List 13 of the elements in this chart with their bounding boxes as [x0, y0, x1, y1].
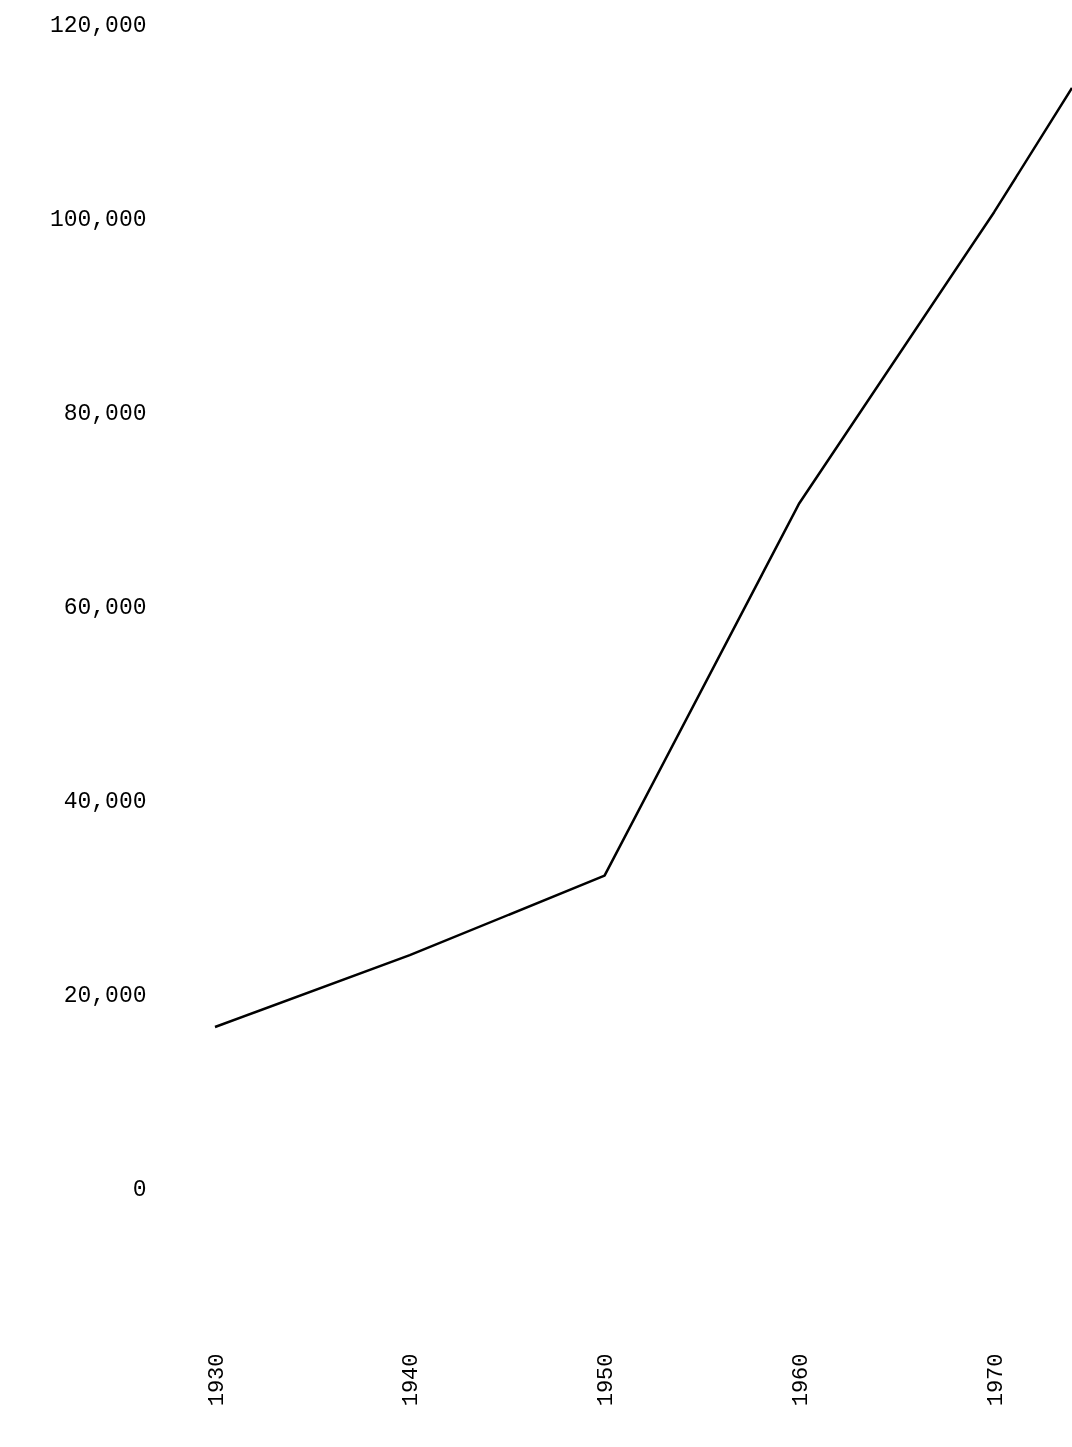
- y-tick-label: 100,000: [49, 206, 147, 233]
- x-tick-label: 1940: [399, 1353, 425, 1407]
- y-tick-label: 20,000: [63, 982, 147, 1009]
- y-tick-label: 80,000: [63, 400, 147, 427]
- y-tick-label: 60,000: [63, 594, 147, 621]
- x-tick-label: 1960: [788, 1353, 814, 1407]
- y-tick-label: 40,000: [63, 788, 147, 815]
- x-tick-label: 1930: [204, 1353, 230, 1407]
- line-series: [213, 86, 1072, 1029]
- x-tick-label: 1950: [594, 1353, 620, 1407]
- x-tick-label: 1970: [983, 1353, 1009, 1407]
- y-tick-label: 0: [132, 1176, 147, 1203]
- y-tick-label: 120,000: [49, 12, 147, 39]
